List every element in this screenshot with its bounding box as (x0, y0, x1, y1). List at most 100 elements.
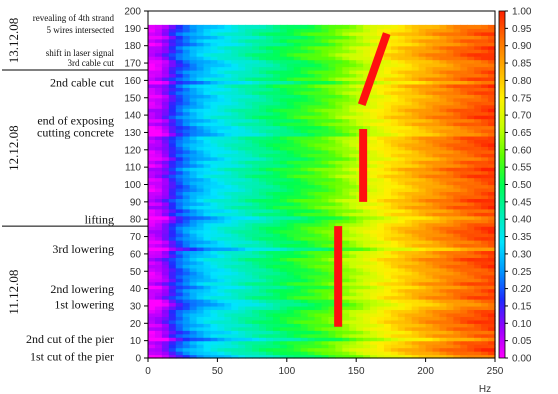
heatmap-cell (231, 250, 239, 255)
heatmap-cell (474, 118, 482, 123)
heatmap-cell (203, 38, 212, 43)
heatmap-cell (161, 253, 170, 258)
heatmap-cell (474, 187, 482, 193)
heatmap-cell (259, 69, 267, 75)
heatmap-cell (231, 42, 239, 47)
heatmap-cell (182, 264, 191, 269)
heatmap-cell (286, 299, 295, 304)
heatmap-cell (168, 170, 177, 175)
heatmap-cell (196, 59, 205, 64)
heatmap-cell (439, 170, 448, 175)
heatmap-cell (182, 226, 191, 231)
heatmap-cell (210, 215, 218, 220)
heatmap-cell (196, 305, 205, 311)
heatmap-cell (467, 340, 475, 345)
heatmap-cell (363, 285, 371, 290)
heatmap-cell (411, 292, 420, 297)
heatmap-cell (425, 351, 434, 356)
heatmap-cell (439, 257, 448, 262)
heatmap-cell (203, 354, 212, 359)
heatmap-cell (245, 260, 253, 265)
heatmap-cell (488, 312, 496, 317)
heatmap-cell (154, 160, 163, 165)
heatmap-cell (488, 299, 496, 304)
heatmap-cell (217, 312, 225, 317)
heatmap-cell (446, 167, 454, 172)
heatmap-cell (265, 132, 274, 137)
heatmap-cell (467, 122, 475, 127)
heatmap-cell (224, 115, 232, 120)
heatmap-cell (481, 24, 489, 29)
heatmap-cell (446, 240, 454, 245)
heatmap-cell (390, 219, 399, 224)
heatmap-cell (231, 142, 239, 147)
heatmap-cell (474, 299, 482, 304)
heatmap-cell (217, 222, 225, 227)
heatmap-cell (397, 101, 406, 106)
heatmap-cell (231, 125, 239, 130)
heatmap-cell (175, 271, 184, 276)
heatmap-cell (467, 326, 475, 331)
heatmap-cell (356, 312, 364, 317)
heatmap-cell (307, 319, 316, 324)
heatmap-cell (377, 167, 385, 172)
heatmap-cell (272, 181, 281, 186)
heatmap-cell (286, 226, 295, 231)
heatmap-cell (182, 146, 191, 151)
heatmap-cell (168, 243, 177, 248)
heatmap-cell (432, 354, 441, 359)
heatmap-cell (307, 38, 316, 43)
heatmap-cell (245, 28, 253, 33)
heatmap-cell (175, 160, 184, 165)
heatmap-cell (418, 160, 427, 165)
heatmap-cell (342, 302, 350, 307)
heatmap-cell (432, 271, 441, 276)
heatmap-cell (370, 24, 378, 29)
heatmap-cell (481, 139, 489, 144)
heatmap-cell (238, 35, 246, 40)
heatmap-cell (446, 274, 454, 279)
heatmap-cell (148, 271, 156, 276)
heatmap-cell (467, 94, 475, 99)
heatmap-cell (383, 260, 392, 265)
heatmap-cell (425, 59, 434, 64)
heatmap-cell (370, 215, 378, 220)
heatmap-cell (245, 201, 253, 206)
heatmap-cell (363, 240, 371, 245)
heatmap-cell (425, 205, 434, 210)
heatmap-cell (168, 354, 177, 359)
heatmap-cell (328, 309, 336, 314)
heatmap-cell (189, 219, 198, 224)
heatmap-cell (335, 24, 343, 29)
heatmap-cell (293, 299, 302, 304)
heatmap-cell (259, 319, 267, 324)
heatmap-cell (370, 212, 378, 217)
heatmap-cell (272, 267, 281, 272)
heatmap-cell (349, 38, 357, 43)
heatmap-cell (314, 177, 323, 182)
heatmap-cell (432, 312, 441, 317)
heatmap-cell (418, 167, 427, 172)
heatmap-cell (272, 108, 281, 113)
heatmap-cell (182, 181, 191, 186)
heatmap-cell (196, 163, 205, 168)
heatmap-cell (252, 191, 260, 196)
heatmap-cell (259, 198, 267, 203)
heatmap-cell (349, 201, 357, 206)
heatmap-cell (390, 35, 399, 40)
heatmap-cell (245, 184, 253, 189)
heatmap-cell (370, 177, 378, 182)
heatmap-cell (335, 45, 343, 50)
heatmap-cell (224, 139, 232, 144)
heatmap-cell (481, 201, 489, 206)
heatmap-cell (238, 24, 246, 29)
x-tick-label: 100 (278, 366, 295, 377)
heatmap-cell (314, 267, 323, 272)
heatmap-cell (321, 177, 330, 182)
heatmap-cell (210, 170, 218, 175)
heatmap-cell (196, 233, 205, 238)
heatmap-cell (314, 354, 323, 359)
heatmap-cell (314, 292, 323, 297)
heatmap-cell (321, 128, 330, 134)
heatmap-cell (453, 271, 461, 276)
